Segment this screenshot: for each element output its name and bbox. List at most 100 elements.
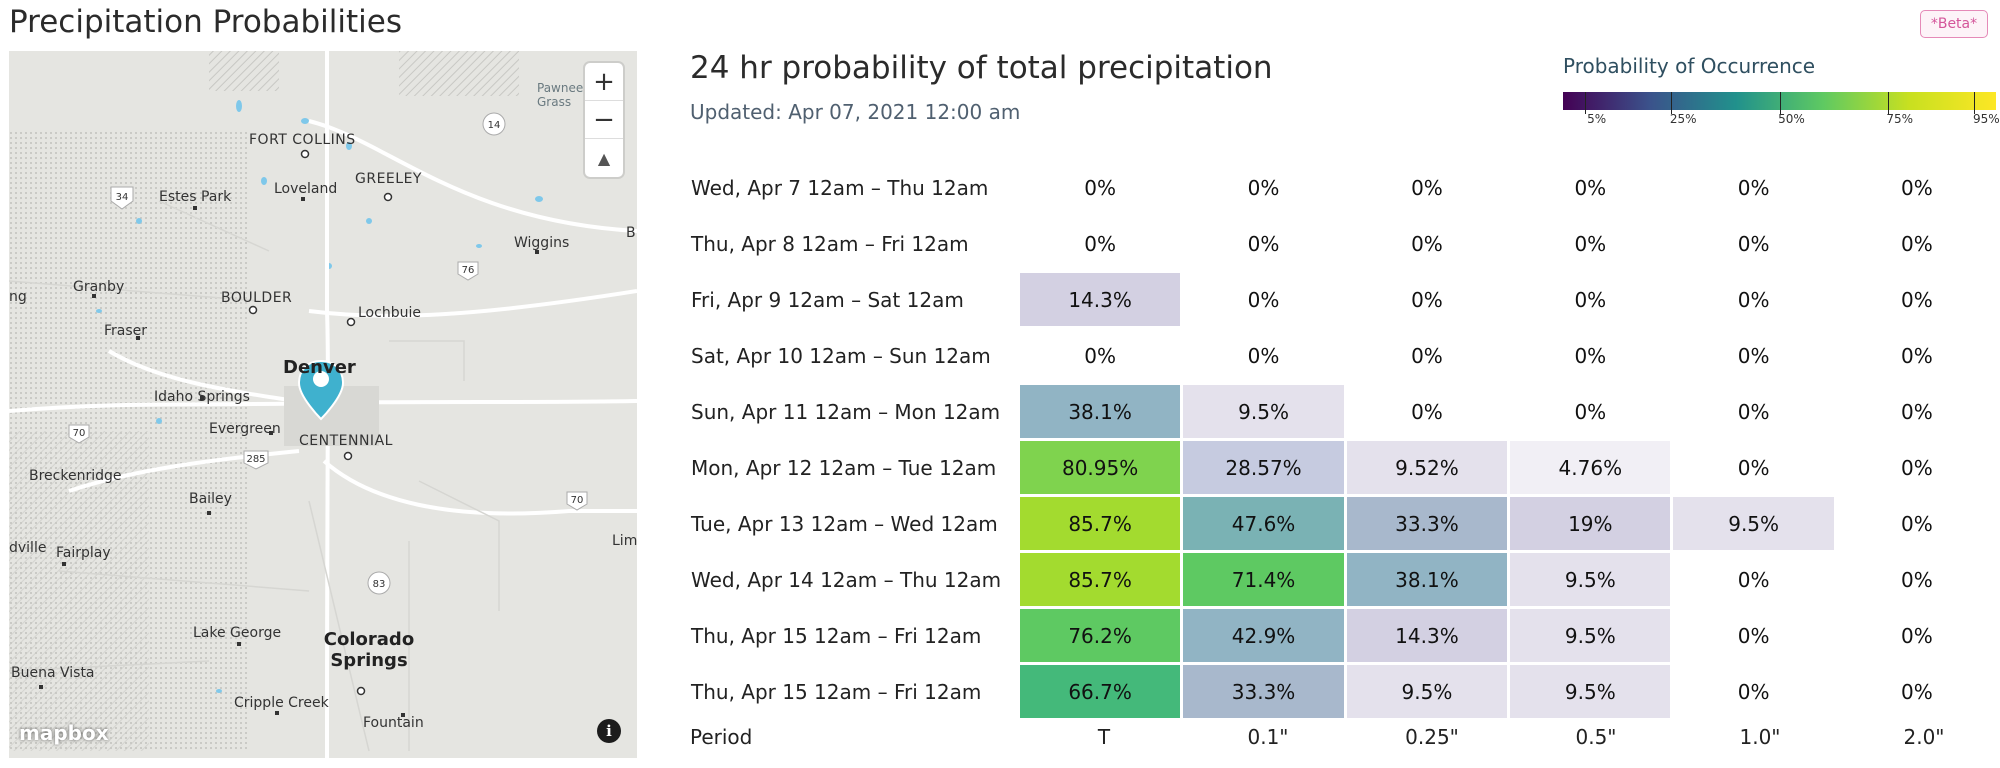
- probability-cell: 0%: [1183, 273, 1344, 326]
- map-label-cripple-creek: Cripple Creek: [234, 695, 329, 711]
- legend-tick: [1584, 92, 1586, 114]
- map-label-pawnee: Pawnee Grass: [537, 81, 584, 109]
- probability-cell: 0%: [1836, 273, 1997, 326]
- zoom-out-button[interactable]: −: [585, 101, 623, 139]
- probability-cell: 9.5%: [1673, 497, 1834, 550]
- location-marker-icon: [297, 359, 345, 421]
- legend-tick-label: 5%: [1587, 112, 1607, 126]
- probability-table: Wed, Apr 7 12am – Thu 12am 0% 0% 0% 0% 0% 0% Th…: [682, 158, 2000, 721]
- map-label-estes-park: Estes Park: [159, 189, 232, 205]
- probability-cell: 14.3%: [1019, 273, 1181, 326]
- map-label-fraser: Fraser: [104, 323, 148, 339]
- map-canvas: 14 34 76 70 285 70 83: [9, 51, 637, 758]
- probability-cell: 0%: [1836, 161, 1997, 214]
- threshold-column-label: 0.25": [1405, 725, 1459, 749]
- svg-text:70: 70: [571, 495, 584, 506]
- threshold-column-label: 2.0": [1903, 725, 1945, 749]
- probability-cell: 33.3%: [1183, 665, 1344, 718]
- probability-cell: 0%: [1836, 609, 1997, 662]
- map-label-denver: Denver: [283, 357, 356, 378]
- svg-text:76: 76: [462, 265, 475, 276]
- probability-cell: 0%: [1510, 161, 1671, 214]
- legend-title: Probability of Occurrence: [1563, 54, 1816, 78]
- page-title: Precipitation Probabilities: [9, 4, 402, 40]
- map-label-breckenridge: Breckenridge: [29, 468, 122, 484]
- threshold-column-label: 0.5": [1575, 725, 1617, 749]
- probability-cell: 0%: [1673, 273, 1834, 326]
- mapbox-logo[interactable]: mapbox: [19, 721, 109, 745]
- probability-cell: 76.2%: [1019, 609, 1181, 662]
- probability-cell: 0%: [1836, 217, 1997, 270]
- table-row: Sun, Apr 11 12am – Mon 12am 38.1% 9.5% 0% 0%…: [685, 385, 1997, 438]
- probability-cell: 0%: [1836, 385, 1997, 438]
- probability-cell: 0%: [1673, 553, 1834, 606]
- probability-cell: 33.3%: [1346, 497, 1508, 550]
- probability-cell: 28.57%: [1183, 441, 1344, 494]
- probability-cell: 4.76%: [1510, 441, 1671, 494]
- period-cell: Tue, Apr 13 12am – Wed 12am: [691, 511, 998, 536]
- probability-cell: 38.1%: [1346, 553, 1508, 606]
- period-cell: Sun, Apr 11 12am – Mon 12am: [691, 399, 1001, 424]
- legend-tick-label: 25%: [1669, 112, 1697, 126]
- probability-cell: 0%: [1346, 161, 1508, 214]
- probability-cell: 0%: [1673, 609, 1834, 662]
- map-label-colorado-springs: Colorado Springs: [323, 629, 415, 671]
- map-label-fort-collins: FORT COLLINS: [249, 132, 356, 148]
- zoom-in-button[interactable]: +: [585, 63, 623, 101]
- probability-cell: 0%: [1836, 441, 1997, 494]
- probability-cell: 9.52%: [1346, 441, 1508, 494]
- map-label-centennial: CENTENNIAL: [299, 433, 393, 449]
- probability-cell: 85.7%: [1019, 553, 1181, 606]
- probability-cell: 9.5%: [1510, 665, 1671, 718]
- svg-text:34: 34: [116, 192, 129, 203]
- map-label-wiggins: Wiggins: [514, 235, 570, 251]
- svg-text:14: 14: [488, 120, 501, 131]
- map-label-greeley: GREELEY: [355, 171, 422, 187]
- period-cell: Thu, Apr 15 12am – Fri 12am: [691, 623, 982, 648]
- legend-tick: [1887, 92, 1889, 114]
- beta-badge: *Beta*: [1920, 10, 1988, 38]
- map-label-granby: Granby: [73, 279, 125, 295]
- legend-tick: [1779, 92, 1781, 114]
- probability-cell: 0%: [1836, 553, 1997, 606]
- probability-cell: 9.5%: [1510, 553, 1671, 606]
- probability-cell: 0%: [1673, 217, 1834, 270]
- compass-button[interactable]: ▲: [597, 148, 611, 168]
- period-cell: Wed, Apr 14 12am – Thu 12am: [691, 567, 1002, 592]
- period-cell: Mon, Apr 12 12am – Tue 12am: [691, 455, 997, 480]
- map-label-edge-right-2: B: [626, 225, 636, 241]
- map-label-idaho-springs: Idaho Springs: [154, 389, 250, 405]
- table-row: Thu, Apr 15 12am – Fri 12am 66.7% 33.3% 9.5…: [685, 665, 1997, 718]
- probability-cell: 42.9%: [1183, 609, 1344, 662]
- map-label-fairplay: Fairplay: [56, 545, 111, 561]
- probability-cell: 0%: [1836, 665, 1997, 718]
- legend-tick: [1974, 92, 1976, 114]
- info-icon[interactable]: i: [597, 719, 621, 743]
- probability-cell: 0%: [1673, 329, 1834, 382]
- probability-cell: 0%: [1183, 161, 1344, 214]
- updated-timestamp: Updated: Apr 07, 2021 12:00 am: [690, 100, 1021, 124]
- threshold-column-label: 1.0": [1739, 725, 1781, 749]
- probability-cell: 0%: [1510, 329, 1671, 382]
- map-label-lake-george: Lake George: [193, 625, 282, 641]
- table-row: Mon, Apr 12 12am – Tue 12am 80.95% 28.57% 9…: [685, 441, 1997, 494]
- probability-cell: 66.7%: [1019, 665, 1181, 718]
- period-cell: Wed, Apr 7 12am – Thu 12am: [691, 175, 989, 200]
- map[interactable]: 14 34 76 70 285 70 83 FORT COLLINS GREEL…: [9, 51, 637, 758]
- table-row: Tue, Apr 13 12am – Wed 12am 85.7% 47.6% 33.…: [685, 497, 1997, 550]
- probability-cell: 9.5%: [1183, 385, 1344, 438]
- legend-tick: [1671, 92, 1673, 114]
- period-cell: Fri, Apr 9 12am – Sat 12am: [691, 287, 964, 312]
- probability-cell: 0%: [1510, 273, 1671, 326]
- table-row: Sat, Apr 10 12am – Sun 12am 0% 0% 0% 0% 0% 0%: [685, 329, 1997, 382]
- probability-cell: 0%: [1673, 385, 1834, 438]
- probability-cell: 14.3%: [1346, 609, 1508, 662]
- period-cell: Thu, Apr 8 12am – Fri 12am: [691, 231, 969, 256]
- table-row: Wed, Apr 7 12am – Thu 12am 0% 0% 0% 0% 0% 0%: [685, 161, 1997, 214]
- legend-tick-label: 95%: [1973, 112, 2000, 126]
- period-cell: Sat, Apr 10 12am – Sun 12am: [691, 343, 991, 368]
- probability-cell: 38.1%: [1019, 385, 1181, 438]
- probability-cell: 47.6%: [1183, 497, 1344, 550]
- probability-cell: 0%: [1019, 217, 1181, 270]
- map-label-evergreen: Evergreen: [209, 421, 281, 437]
